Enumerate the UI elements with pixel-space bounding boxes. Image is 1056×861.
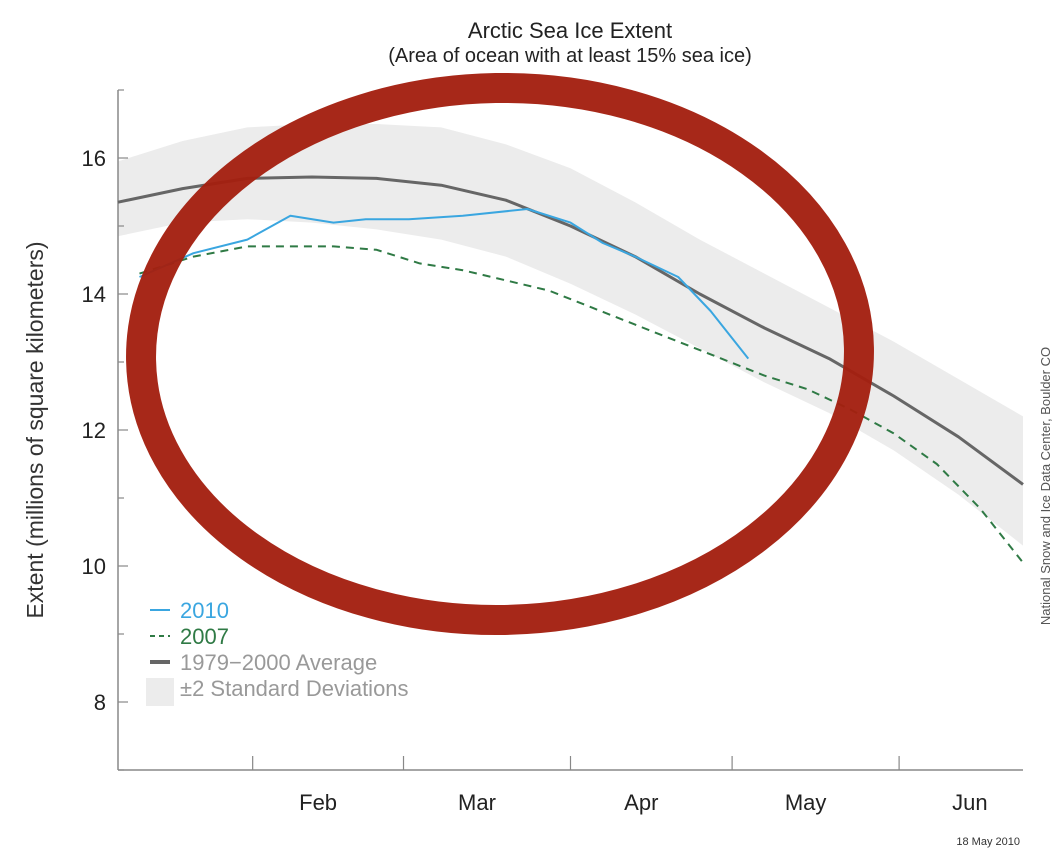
x-tick-label: May bbox=[785, 790, 827, 815]
x-tick-label: Mar bbox=[458, 790, 496, 815]
legend-swatch-band bbox=[146, 678, 174, 706]
std-band-layer bbox=[118, 124, 1023, 546]
y-tick-label: 8 bbox=[94, 690, 106, 715]
legend-label: 2007 bbox=[180, 624, 229, 649]
x-tick-label: Feb bbox=[299, 790, 337, 815]
y-tick-label: 14 bbox=[82, 282, 106, 307]
y-tick-label: 10 bbox=[82, 554, 106, 579]
series-line-2007 bbox=[139, 245, 1024, 564]
series-line-1979-2000-average bbox=[117, 175, 1024, 486]
x-tick-label: Apr bbox=[624, 790, 658, 815]
y-axis-label: Extent (millions of square kilometers) bbox=[22, 241, 48, 618]
legend-label: 2010 bbox=[180, 598, 229, 623]
credit-text: National Snow and Ice Data Center, Bould… bbox=[1038, 347, 1053, 625]
series-layer bbox=[117, 175, 1024, 564]
highlight-ring bbox=[126, 72, 874, 636]
std-deviation-band bbox=[118, 124, 1023, 546]
date-stamp: 18 May 2010 bbox=[956, 836, 1020, 848]
legend-label: 1979−2000 Average bbox=[180, 650, 377, 675]
highlight-ellipse bbox=[126, 72, 874, 636]
chart-subtitle: (Area of ocean with at least 15% sea ice… bbox=[388, 45, 752, 67]
y-tick-label: 12 bbox=[82, 418, 106, 443]
y-tick-label: 16 bbox=[82, 146, 106, 171]
series-line-2010 bbox=[139, 208, 750, 360]
legend-label: ±2 Standard Deviations bbox=[180, 676, 409, 701]
x-tick-label: Jun bbox=[952, 790, 987, 815]
chart-title: Arctic Sea Ice Extent bbox=[468, 18, 672, 43]
ticks-layer: 8 10 12 14 16 Feb Mar Apr May Jun bbox=[82, 89, 988, 815]
